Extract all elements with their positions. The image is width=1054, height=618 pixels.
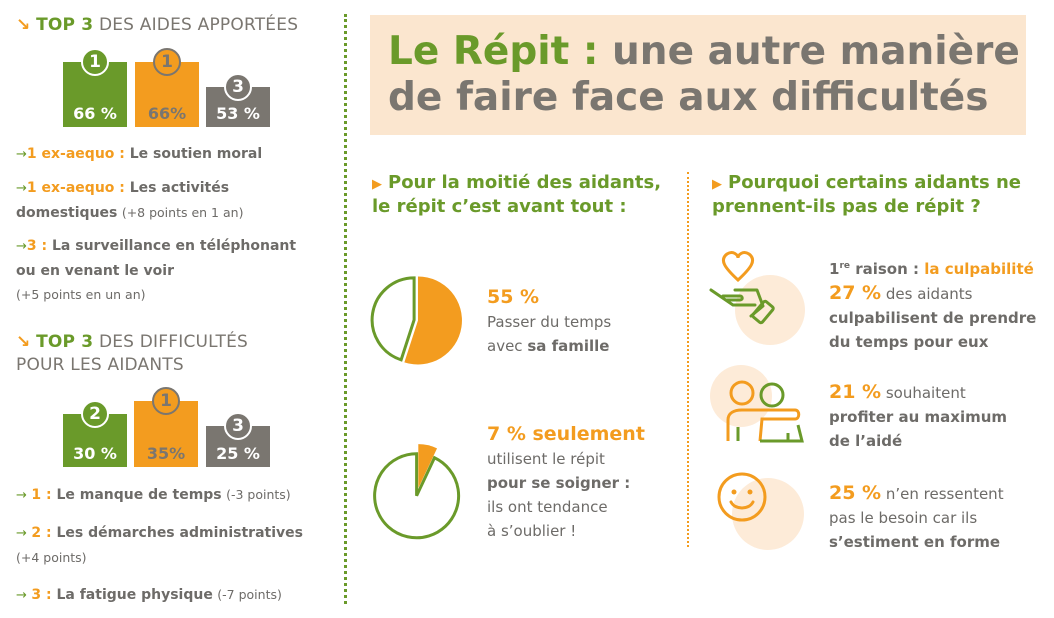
- aides-bar-2: 1 66%: [135, 48, 199, 127]
- rank-badge: 1: [152, 387, 180, 415]
- difficultes-item-3: → 3 : La fatigue physique (-7 points): [16, 587, 282, 603]
- aides-item-2: →1 ex-aequo : Les activités domestiques …: [16, 180, 244, 221]
- pie-slice-soigner: [418, 444, 438, 489]
- arrow-down-right-icon: ↘: [16, 15, 31, 35]
- triangle-bullet-icon: ▶: [372, 177, 382, 192]
- stat-soigner: 7 % seulement utilisent le répit pour se…: [487, 423, 645, 540]
- difficultes-heading: ↘ TOP 3 DES DIFFICULTÉS POUR LES AIDANTS: [16, 332, 248, 375]
- rank-badge: 1: [153, 48, 181, 76]
- raison-3: 25 % n’en ressentent pas le besoin car i…: [829, 482, 1004, 551]
- stat-famille: 55 % Passer du temps avec sa famille: [487, 286, 612, 355]
- aides-bar-1: 1 66 %: [63, 48, 127, 127]
- column-divider: [344, 14, 347, 604]
- difficultes-item-1: → 1 : Le manque de temps (-3 points): [16, 487, 291, 503]
- two-people-icon: [726, 380, 804, 443]
- raison-1: 1re raison : la culpabilité 27 % des aid…: [829, 260, 1037, 351]
- rank-badge: 1: [81, 48, 109, 76]
- aides-heading: ↘ TOP 3 DES AIDES APPORTÉES: [16, 15, 299, 35]
- difficultes-item-2: → 2 : Les démarches administratives (+4 p…: [16, 525, 303, 565]
- triangle-bullet-icon: ▶: [712, 177, 722, 192]
- rank-badge: 3: [224, 412, 252, 440]
- column-divider: [687, 172, 689, 547]
- difficultes-bar-2: 1 35%: [134, 387, 198, 467]
- difficultes-bar-1: 2 30 %: [63, 400, 127, 467]
- pourquoi-heading: ▶ Pourquoi certains aidants ne prennent-i…: [712, 172, 1021, 217]
- raison-2: 21 % souhaitent profiter au maximum de l…: [829, 381, 1008, 450]
- smiley-icon: [717, 472, 767, 522]
- pie-famille: [370, 276, 462, 365]
- pie-soigner: [373, 444, 461, 540]
- aides-bar-3: 3 53 %: [206, 73, 270, 127]
- heart-hand-icon: [709, 251, 775, 325]
- arrow-down-right-icon: ↘: [16, 332, 31, 352]
- difficultes-bar-3: 3 25 %: [206, 412, 270, 467]
- rank-badge: 2: [81, 400, 109, 428]
- pie-slice-other: [373, 452, 461, 540]
- pie-slice-other: [370, 276, 416, 362]
- page-title: Le Répit : une autre manière de faire fac…: [370, 15, 1026, 135]
- aides-item-3: →3 : La surveillance en téléphonant ou e…: [16, 238, 297, 302]
- aides-item-1: →1 ex-aequo : Le soutien moral: [16, 146, 263, 162]
- pie-slice-famille: [404, 276, 462, 365]
- rank-badge: 3: [224, 73, 252, 101]
- repit-heading: ▶ Pour la moitié des aidants, le répit c’…: [372, 172, 662, 217]
